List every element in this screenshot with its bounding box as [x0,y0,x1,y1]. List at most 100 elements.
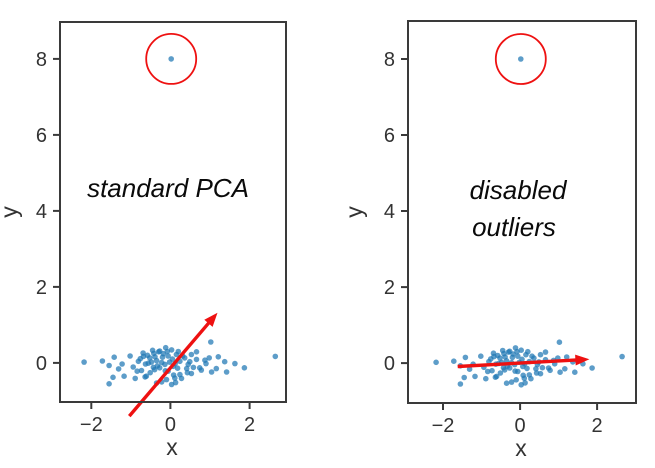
y-tick-label: 8 [36,49,47,71]
scatter-point [489,367,495,374]
scatter-point [462,354,469,361]
scatter-point [537,351,544,358]
scatter-point [497,370,504,376]
scatter-point [515,353,521,360]
scatter-point [169,356,176,362]
outlier-point [168,56,174,62]
scatter-point [537,370,544,377]
scatter-point [188,370,195,377]
scatter-points-group [81,339,279,388]
scatter-point [223,369,230,375]
x-tick-label: 0 [165,414,176,436]
scatter-point [175,348,182,355]
scatter-point [514,348,520,355]
pca-arrow-shaft [457,358,580,369]
outlier-highlight-circle [494,33,547,85]
y-tick-label: 2 [36,277,47,299]
scatter-point [533,366,539,372]
scatter-point [168,347,175,353]
scatter-point [232,360,238,367]
scatter-point [484,368,491,375]
scatter-point [208,339,214,345]
scatter-point [525,348,531,355]
scatter-point [483,375,489,382]
scatter-point [493,373,500,380]
scatter-point [147,355,153,361]
scatter-point [503,380,510,387]
y-tick-label: 0 [36,353,47,375]
scatter-point [153,357,160,364]
annotation-line: standard PCA [87,173,249,203]
y-tick-label: 4 [36,201,47,223]
scatter-point [206,355,212,361]
scatter-point [478,353,484,360]
scatter-point [188,351,195,358]
pca-arrow-head [204,312,218,327]
scatter-point [165,353,171,359]
annotation-line: disabled [470,175,568,205]
scatter-point [190,364,197,371]
scatter-point [81,359,87,365]
scatter-point [134,368,140,375]
scatter-point [193,349,200,355]
y-tick-label: 0 [384,353,395,375]
scatter-point [148,359,155,365]
scatter-point [457,381,464,387]
scatter-point [531,355,537,361]
scatter-point [132,375,138,382]
scatter-point [521,375,528,382]
scatter-panel-left: −2 0 2 0 2 4 6 8 x y standard PCA [0,21,287,460]
scatter-point [187,358,193,365]
x-tick-label: 2 [244,414,255,436]
scatter-point [156,365,163,371]
scatter-point [519,356,525,363]
scatter-point [272,353,279,360]
scatter-point [433,359,439,366]
scatter-point [111,354,117,361]
scatter-point [524,365,530,372]
x-axis-label: x [515,435,527,461]
y-tick-label: 4 [384,201,395,223]
x-tick-label: 2 [592,415,603,437]
outlier-highlight-circle [145,33,198,85]
y-tick-label: 6 [384,125,395,147]
scatter-point [508,379,515,385]
y-axis-label: y [0,206,22,218]
scatter-point [557,369,563,376]
scatter-point [162,361,168,368]
scatter-point [172,379,179,386]
x-tick-label: −2 [432,415,455,437]
scatter-point [147,369,153,376]
pca-arrow-head [575,354,590,366]
scatter-point [213,365,220,372]
y-tick-label: 2 [384,277,395,299]
scatter-point [461,374,468,381]
x-tick-label: 0 [515,415,526,437]
scatter-point [127,353,133,359]
scatter-point [106,362,112,369]
scatter-point [513,377,519,383]
scatter-point [556,339,563,346]
scatter-point [221,358,228,365]
scatter-point [451,358,457,365]
scatter-point [589,365,595,371]
scatter-point [138,367,145,374]
scatter-point [539,364,546,371]
scatter-point [619,353,625,360]
scatter-point [143,373,150,380]
pca-arrow-shaft [128,319,213,418]
scatter-point [110,374,116,381]
scatter-point [181,355,188,361]
y-axis-label: y [341,206,367,218]
scatter-point [198,367,205,373]
scatter-point [172,375,178,381]
scatter-point [563,354,570,360]
scatter-point [215,354,222,360]
scatter-point [506,365,513,371]
scatter-point [542,349,549,355]
scatter-point [515,368,521,375]
scatter-point [518,347,524,354]
scatter-point [208,369,215,375]
outlier-point [518,56,524,62]
